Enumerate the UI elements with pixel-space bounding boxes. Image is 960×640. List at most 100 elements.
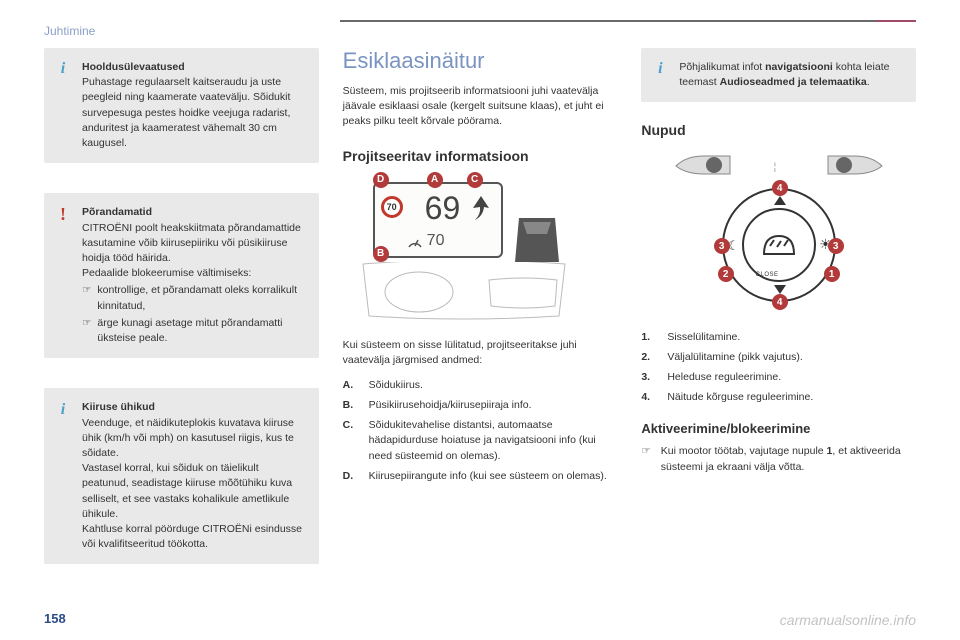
note-title: Kiiruse ühikud — [82, 401, 155, 413]
list-label: 3. — [641, 370, 657, 386]
warning-icon: ! — [54, 205, 72, 223]
bullet-row: ☞ärge kunagi asetage mitut põrandamatti … — [82, 316, 305, 346]
note-body: Põrandamatid CITROËNI poolt heakskiitmat… — [82, 205, 305, 346]
def-text: Püsikiirusehoidja/kiirusepiiraja info. — [369, 398, 532, 414]
def-label: B. — [343, 398, 359, 414]
note-title: Hooldusülevaatused — [82, 61, 185, 73]
note-text: CITROËNI poolt heakskiitmata põrandamatt… — [82, 222, 301, 264]
def-label: D. — [343, 469, 359, 485]
nav-arrow-icon — [469, 194, 493, 222]
note-body: Põhjalikumat infot navigatsiooni kohta l… — [679, 60, 902, 90]
marker-4: 4 — [772, 294, 788, 310]
column-middle: Esiklaasinäitur Süsteem, mis projitseeri… — [343, 48, 618, 564]
column-left: i Hooldusülevaatused Puhastage regulaars… — [44, 48, 319, 564]
page: Juhtimine i Hooldusülevaatused Puhastage… — [0, 0, 960, 640]
bullet-icon: ☞ — [82, 316, 91, 346]
list-label: 4. — [641, 390, 657, 406]
dial-center-icon — [742, 208, 816, 282]
list-text: Näitude kõrguse reguleerimine. — [667, 390, 813, 406]
button-list: 1. Sisselülitamine. 2.Väljalülitamine (pi… — [641, 330, 916, 405]
wheel-row — [654, 148, 904, 184]
activation-body: Kui mootor töötab, vajutage nupule 1, et… — [661, 444, 916, 476]
note-text: Puhastage regulaarselt kaitseraudu ja us… — [82, 76, 290, 149]
close-label: CLOSE — [756, 272, 779, 278]
hud-title: Esiklaasinäitur — [343, 48, 618, 74]
marker-3: 3 — [828, 238, 844, 254]
marker-d: D — [373, 172, 389, 188]
note-bold1: navigatsiooni — [765, 61, 833, 73]
info-icon: i — [651, 60, 669, 78]
marker-a: A — [427, 172, 443, 188]
divider-dots: ¦ — [774, 162, 778, 173]
list-text: Heleduse reguleerimine. — [667, 370, 781, 386]
bullet-text: ärge kunagi asetage mitut põrandamatti ü… — [97, 316, 304, 346]
column-right: i Põhjalikumat infot navigatsiooni kohta… — [641, 48, 916, 564]
triangle-down-icon — [774, 285, 786, 294]
note-navigation: i Põhjalikumat infot navigatsiooni kohta… — [641, 48, 916, 102]
marker-4: 4 — [772, 180, 788, 196]
def-label: C. — [343, 418, 359, 465]
definition-list: A. Sõidukiirus. B. Püsikiirusehoidja/kiiru… — [343, 378, 618, 485]
pointer-icon: ☞ — [641, 444, 650, 476]
note-text: Veenduge, et näidikuteplokis kuvatava ki… — [82, 417, 302, 551]
steering-wheel-left-icon — [674, 148, 732, 182]
list-item: 3. Heleduse reguleerimine. — [641, 370, 916, 386]
note-post: . — [867, 76, 870, 88]
note-pre: Põhjalikumat infot — [679, 61, 765, 73]
marker-2: 2 — [718, 266, 734, 282]
columns: i Hooldusülevaatused Puhastage regulaars… — [44, 48, 916, 564]
note-speedunits: i Kiiruse ühikud Veenduge, et näidikutep… — [44, 388, 319, 564]
buttons-diagram: ¦ ☾ ☀ CLOSE 1 2 3 3 4 — [641, 148, 916, 318]
list-label: 1. — [641, 330, 657, 346]
hud-caption: Kui süsteem on sisse lülitatud, projitse… — [343, 338, 618, 368]
info-icon: i — [54, 400, 72, 418]
def-row: C.Sõidukitevahelise distantsi, automaats… — [343, 418, 618, 465]
list-item: 1. Sisselülitamine. — [641, 330, 916, 346]
marker-c: C — [467, 172, 483, 188]
def-row: A. Sõidukiirus. — [343, 378, 618, 394]
hud-diagram: 70 69 70 A — [343, 174, 618, 324]
bullet-text: kontrollige, et põrandamatt oleks korral… — [97, 283, 304, 313]
activation-title: Aktiveerimine/blokeerimine — [641, 421, 916, 436]
activation-text: ☞ Kui mootor töötab, vajutage nupule 1, … — [641, 444, 916, 476]
activation-row: ☞ Kui mootor töötab, vajutage nupule 1, … — [641, 444, 916, 476]
watermark: carmanualsonline.info — [780, 612, 916, 628]
note-body: Hooldusülevaatused Puhastage regulaarsel… — [82, 60, 305, 151]
hud-intro: Süsteem, mis projitseerib informatsiooni… — [343, 84, 618, 130]
hud-figure: 70 69 70 A — [343, 174, 583, 324]
top-rule — [340, 20, 916, 22]
top-rule-accent — [876, 20, 916, 22]
hud-speed: 69 — [425, 190, 461, 227]
note-sub: Pedaalide blokeerumise vältimiseks: — [82, 267, 251, 279]
speedometer-icon — [407, 234, 423, 250]
dashboard-outline — [359, 262, 569, 320]
section-label: Juhtimine — [44, 24, 916, 38]
list-item: 2.Väljalülitamine (pikk vajutus). — [641, 350, 916, 366]
def-text: Sõidukiirus. — [369, 378, 423, 394]
marker-b: B — [373, 246, 389, 262]
def-text: Sõidukitevahelise distantsi, automaatse … — [369, 418, 618, 465]
buttons-figure: ¦ ☾ ☀ CLOSE 1 2 3 3 4 — [654, 148, 904, 318]
marker-1: 1 — [824, 266, 840, 282]
info-icon: i — [54, 60, 72, 78]
act-pre: Kui mootor töötab, vajutage nupule — [661, 445, 827, 457]
bullet-row: ☞kontrollige, et põrandamatt oleks korra… — [82, 283, 305, 313]
steering-wheel-right-icon — [826, 148, 884, 182]
windshield-icon — [760, 232, 798, 258]
note-floormats: ! Põrandamatid CITROËNI poolt heakskiitm… — [44, 193, 319, 358]
def-label: A. — [343, 378, 359, 394]
control-dial: ☾ ☀ CLOSE 1 2 3 3 4 4 — [722, 188, 836, 302]
note-body: Kiiruse ühikud Veenduge, et näidikuteplo… — [82, 400, 305, 552]
page-number: 158 — [44, 611, 66, 626]
def-row: B. Püsikiirusehoidja/kiirusepiiraja info. — [343, 398, 618, 414]
bullet-icon: ☞ — [82, 283, 91, 313]
buttons-title: Nupud — [641, 122, 916, 138]
hud-screen: 70 69 70 — [373, 182, 503, 258]
list-text: Sisselülitamine. — [667, 330, 740, 346]
list-text: Väljalülitamine (pikk vajutus). — [667, 350, 802, 366]
note-title: Põrandamatid — [82, 206, 152, 218]
def-text: Kiirusepiirangute info (kui see süsteem … — [369, 469, 607, 485]
list-item: 4. Näitude kõrguse reguleerimine. — [641, 390, 916, 406]
projected-info-title: Projitseeritav informatsioon — [343, 148, 618, 164]
projector-icon — [513, 214, 563, 268]
